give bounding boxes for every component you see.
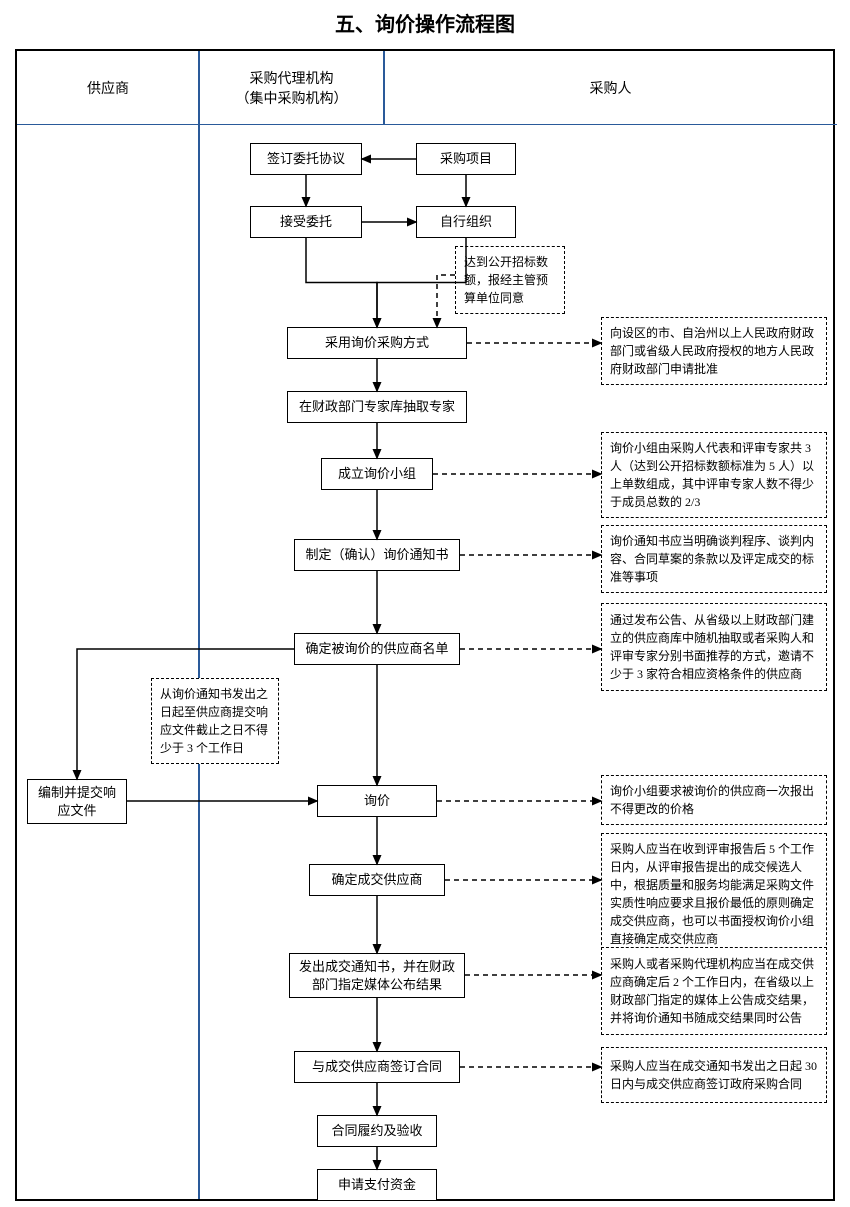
lane-divider-2 [383, 51, 385, 125]
node-n_list: 确定被询价的供应商名单 [294, 633, 460, 665]
page-title: 五、询价操作流程图 [0, 0, 850, 49]
lane-divider-1 [198, 51, 200, 1199]
node-n_pay: 申请支付资金 [317, 1169, 437, 1201]
node-d_group: 询价小组由采购人代表和评审专家共 3 人（达到公开招标数额标准为 5 人）以上单… [601, 432, 827, 518]
node-d_winner: 采购人应当在收到评审报告后 5 个工作日内，从评审报告提出的成交候选人中，根据质… [601, 833, 827, 955]
lane-buyer-label: 采购人 [590, 78, 632, 98]
node-d_apply: 向设区的市、自治州以上人民政府财政部门或省级人民政府授权的地方人民政府财政部门申… [601, 317, 827, 385]
node-n_submit: 编制并提交响应文件 [27, 779, 127, 824]
node-n_method: 采用询价采购方式 [287, 327, 467, 359]
lane-agency-header: 采购代理机构 （集中采购机构） [199, 51, 384, 125]
node-d_publish: 采购人或者采购代理机构应当在成交供应商确定后 2 个工作日内，在省级以上财政部门… [601, 947, 827, 1035]
node-n_inquiry: 询价 [317, 785, 437, 817]
node-d_list: 通过发布公告、从省级以上财政部门建立的供应商库中随机抽取或者采购人和评审专家分别… [601, 603, 827, 691]
node-d_threshold: 达到公开招标数额，报经主管预算单位同意 [455, 246, 565, 314]
lane-buyer-header: 采购人 [384, 51, 837, 125]
node-n_publish: 发出成交通知书，并在财政部门指定媒体公布结果 [289, 953, 465, 998]
node-d_inquiry: 询价小组要求被询价的供应商一次报出不得更改的价格 [601, 775, 827, 825]
node-n_proj: 采购项目 [416, 143, 516, 175]
lane-supplier-header: 供应商 [17, 51, 199, 125]
flowchart-canvas: 供应商 采购代理机构 （集中采购机构） 采购人 签订委托协议 采购项目接受委托 自行… [15, 49, 835, 1201]
node-d_deadline: 从询价通知书发出之日起至供应商提交响应文件截止之日不得少于 3 个工作日 [151, 678, 279, 764]
node-n_perform: 合同履约及验收 [317, 1115, 437, 1147]
node-d_notice: 询价通知书应当明确谈判程序、谈判内容、合同草案的条款以及评定成交的标准等事项 [601, 525, 827, 593]
node-n_group: 成立询价小组 [321, 458, 433, 490]
node-d_contract: 采购人应当在成交通知书发出之日起 30 日内与成交供应商签订政府采购合同 [601, 1047, 827, 1103]
lane-agency-label: 采购代理机构 （集中采购机构） [236, 68, 348, 108]
lane-supplier-label: 供应商 [87, 78, 129, 98]
node-n_notice: 制定（确认）询价通知书 [294, 539, 460, 571]
node-n_contract: 与成交供应商签订合同 [294, 1051, 460, 1083]
node-n_expert: 在财政部门专家库抽取专家 [287, 391, 467, 423]
node-n_accept: 接受委托 [250, 206, 362, 238]
node-n_sign: 签订委托协议 [250, 143, 362, 175]
node-n_selforg: 自行组织 [416, 206, 516, 238]
node-n_winner: 确定成交供应商 [309, 864, 445, 896]
